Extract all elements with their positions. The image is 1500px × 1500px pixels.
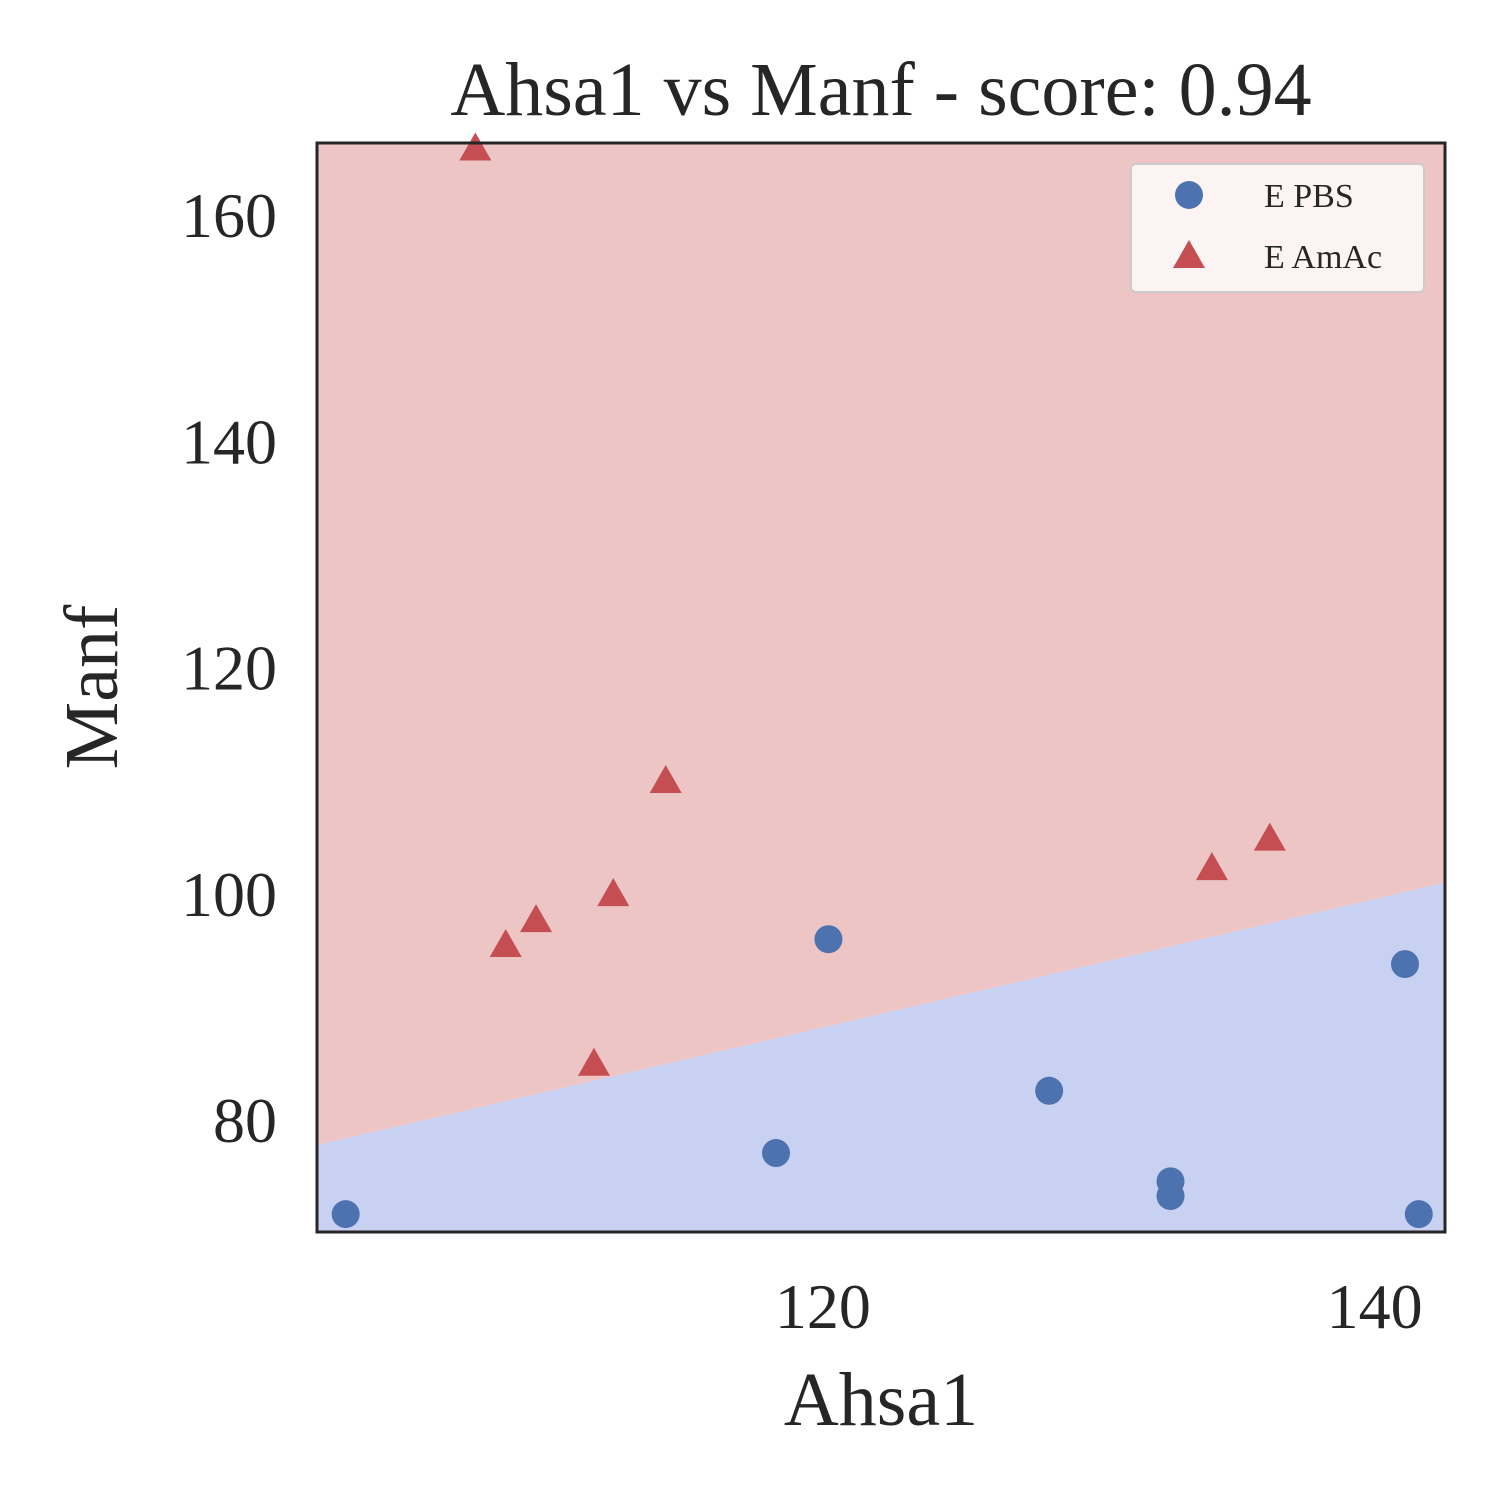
legend-amac-label: E AmAc [1264, 239, 1382, 276]
y-tick-label: 120 [181, 633, 277, 704]
legend-box [1130, 163, 1425, 293]
x-axis-label: Ahsa1 [784, 1358, 978, 1442]
legend-amac-marker [1173, 240, 1205, 268]
y-tick-label: 140 [181, 406, 277, 477]
x-tick-label: 140 [1327, 1271, 1423, 1342]
amac-decision-region [317, 143, 1445, 1146]
data-point-e-amac [577, 1047, 610, 1076]
y-axis-ticks: 80 100 120 140 160 [181, 180, 277, 1156]
data-point-e-pbs [1156, 1182, 1185, 1211]
data-point-e-amac [649, 764, 682, 793]
data-point-e-amac [597, 878, 630, 907]
x-axis-ticks: 120 140 [775, 1271, 1423, 1342]
y-tick-label: 100 [181, 859, 277, 930]
data-point-e-pbs [331, 1200, 360, 1229]
legend-pbs-marker [1175, 181, 1203, 209]
pbs-decision-region [317, 882, 1445, 1232]
y-tick-label: 160 [181, 180, 277, 251]
data-point-e-pbs [1035, 1076, 1064, 1105]
data-point-e-amac [489, 929, 522, 958]
data-point-e-pbs [1404, 1200, 1433, 1229]
data-point-e-amac [1195, 852, 1228, 881]
y-tick-label: 80 [213, 1085, 277, 1156]
legend: E PBS E AmAc [1130, 163, 1425, 293]
data-point-e-amac [1253, 822, 1286, 851]
data-points [331, 132, 1433, 1229]
x-tick-label: 120 [775, 1271, 871, 1342]
data-point-e-pbs [814, 925, 843, 954]
y-axis-label: Manf [50, 604, 134, 769]
data-point-e-pbs [762, 1139, 791, 1168]
data-point-e-amac [459, 132, 492, 161]
plot-frame [315, 141, 1447, 1234]
data-point-e-pbs [1391, 950, 1419, 979]
plot-area [315, 132, 1447, 1234]
legend-pbs-label: E PBS [1264, 178, 1354, 215]
data-point-e-amac [520, 904, 553, 933]
chart-title: Ahsa1 vs Manf - score: 0.94 [450, 48, 1311, 132]
